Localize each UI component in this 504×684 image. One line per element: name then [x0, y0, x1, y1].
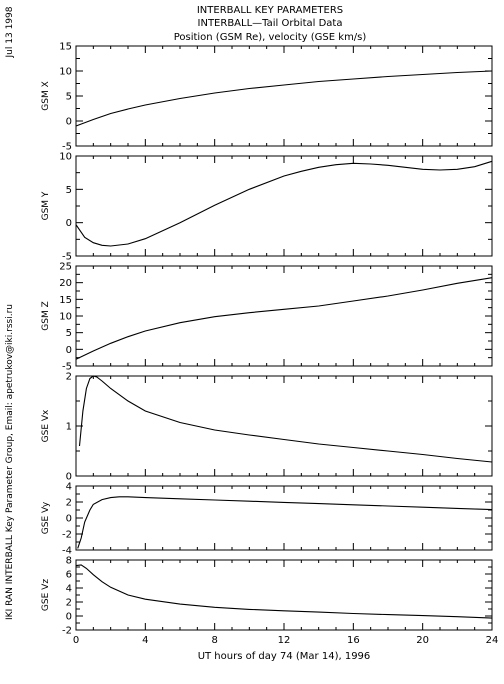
y-tick-label: -5 — [62, 362, 72, 373]
y-tick-label: 2 — [66, 498, 72, 509]
y-tick-label: 1 — [66, 422, 72, 433]
y-tick-label: 0 — [66, 472, 72, 483]
y-tick-label: 20 — [59, 278, 72, 289]
series-line — [78, 375, 493, 463]
y-tick-label: 15 — [59, 42, 72, 53]
y-tick-label: 0 — [66, 612, 72, 623]
x-tick-label: 20 — [416, 635, 429, 646]
series-line — [75, 564, 493, 619]
y-axis-label: GSE Vx — [41, 409, 51, 442]
y-axis-label: GSM X — [41, 81, 51, 110]
x-tick-label: 8 — [211, 635, 217, 646]
series-line — [77, 496, 493, 549]
y-tick-label: 5 — [66, 328, 72, 339]
panel-frame — [75, 265, 493, 367]
y-tick-label: 4 — [66, 482, 72, 493]
y-tick-label: -2 — [62, 530, 72, 541]
y-tick-label: 15 — [59, 295, 72, 306]
y-tick-label: 0 — [66, 514, 72, 525]
y-axis-label: GSM Z — [41, 301, 51, 330]
credit-label: IKI RAN INTERBALL Key Parameter Group, E… — [5, 304, 15, 620]
series-line — [75, 70, 493, 127]
x-tick-label: 4 — [142, 635, 148, 646]
x-axis-label: UT hours of day 74 (Mar 14), 1996 — [198, 651, 371, 662]
y-tick-label: 2 — [66, 372, 72, 383]
figure-title-line-1: INTERBALL KEY PARAMETERS — [197, 5, 343, 16]
y-tick-label: 0 — [66, 117, 72, 128]
y-tick-label: 4 — [66, 584, 72, 595]
x-tick-label: 12 — [278, 635, 291, 646]
y-tick-label: 0 — [66, 218, 72, 229]
panel-1: -5 0 5 10 15 GSM X — [41, 42, 493, 153]
panel-frame — [75, 485, 493, 551]
y-tick-label: 0 — [66, 345, 72, 356]
panel-frame — [75, 375, 493, 477]
y-axis-label: GSE Vy — [41, 501, 51, 534]
y-tick-label: 10 — [59, 152, 72, 163]
y-tick-label: -2 — [62, 626, 72, 637]
panel-5: -4 -2 0 2 4 GSE Vy — [41, 482, 493, 557]
x-tick-label: 24 — [486, 635, 499, 646]
y-tick-label: 10 — [59, 67, 72, 78]
y-tick-label: 8 — [66, 556, 72, 567]
series-line — [75, 277, 493, 360]
panel-2: -5 0 5 10 GSM Y — [41, 152, 493, 263]
y-tick-label: 10 — [59, 312, 72, 323]
y-tick-label: 5 — [66, 185, 72, 196]
y-tick-label: -5 — [62, 252, 72, 263]
panel-4: 0 1 2 GSE Vx — [41, 372, 493, 483]
panel-3: -5 0 5 10 15 20 25 GSM Z — [41, 262, 493, 373]
series-line — [75, 160, 493, 247]
panel-frame — [75, 45, 493, 147]
y-tick-label: 6 — [66, 570, 72, 581]
figure-title-line-2: INTERBALL—Tail Orbital Data — [198, 18, 343, 29]
x-tick-label: 0 — [73, 635, 79, 646]
y-tick-label: -4 — [62, 546, 72, 557]
panel-frame — [75, 559, 493, 631]
y-axis-label: GSE Vz — [41, 579, 51, 611]
y-tick-label: 5 — [66, 92, 72, 103]
y-axis-label: GSM Y — [41, 191, 51, 220]
print-date-label: Jul 13 1998 — [5, 6, 15, 58]
figure-title-line-3: Position (GSM Re), velocity (GSE km/s) — [174, 32, 367, 43]
y-tick-label: 25 — [59, 262, 72, 273]
x-tick-label: 16 — [347, 635, 360, 646]
y-tick-label: -5 — [62, 142, 72, 153]
y-tick-label: 2 — [66, 598, 72, 609]
